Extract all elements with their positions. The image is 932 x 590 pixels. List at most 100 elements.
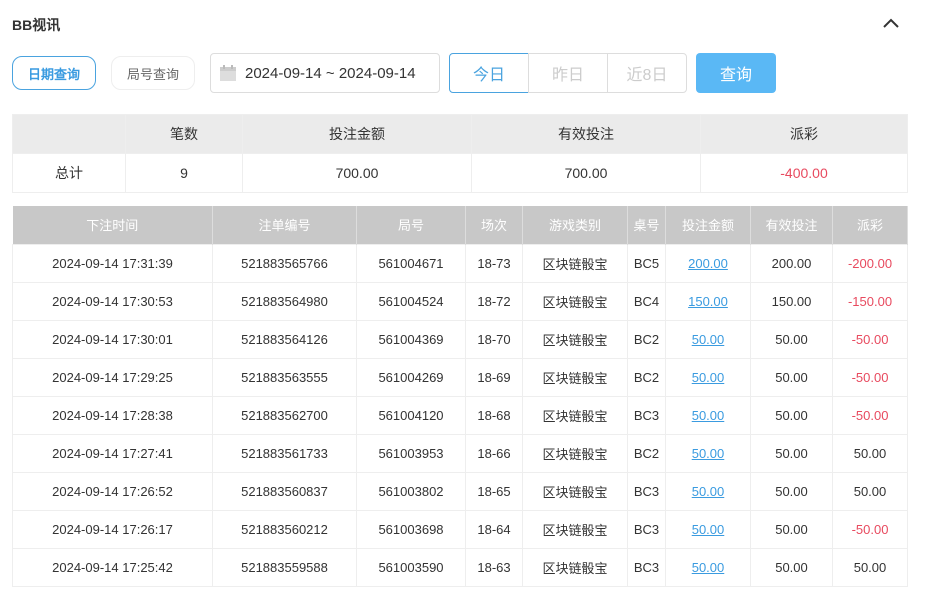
summary-cell: 700.00 (242, 153, 472, 193)
table-cell: 50.00 (832, 547, 908, 587)
table-cell: 521883564980 (212, 281, 357, 321)
table-cell: 2024-09-14 17:28:38 (12, 395, 213, 435)
table-cell: -200.00 (832, 243, 908, 283)
column-header: 派彩 (832, 206, 908, 244)
table-cell: -50.00 (832, 357, 908, 397)
calendar-icon (220, 65, 236, 81)
query-button[interactable]: 查询 (696, 53, 776, 93)
table-cell: 18-64 (465, 509, 523, 549)
table-cell: 50.00 (750, 509, 833, 549)
summary-table: 笔数 投注金额 有效投注 派彩 总计 9 700.00 700.00 -400.00 (12, 114, 908, 193)
column-header: 下注时间 (12, 206, 213, 244)
column-header: 场次 (465, 206, 523, 244)
table-cell: 18-65 (465, 471, 523, 511)
bet-amount-link[interactable]: 50.00 (665, 509, 751, 549)
bet-amount-link[interactable]: 50.00 (665, 319, 751, 359)
today-button[interactable]: 今日 (449, 53, 529, 93)
table-cell: 18-66 (465, 433, 523, 473)
table-row: 2024-09-14 17:25:42 521883559588 561003590… (12, 547, 908, 587)
bet-amount-link[interactable]: 50.00 (665, 357, 751, 397)
table-cell: BC3 (627, 509, 666, 549)
summary-header: 派彩 (700, 114, 908, 154)
table-cell: -50.00 (832, 509, 908, 549)
table-cell: BC2 (627, 357, 666, 397)
table-cell: 50.00 (832, 433, 908, 473)
last-8-days-button[interactable]: 近8日 (607, 53, 687, 93)
table-cell: 561004120 (356, 395, 466, 435)
table-cell: 区块链骰宝 (522, 357, 628, 397)
yesterday-button[interactable]: 昨日 (528, 53, 608, 93)
table-row: 2024-09-14 17:26:17 521883560212 561003698… (12, 509, 908, 549)
table-cell: 50.00 (832, 471, 908, 511)
table-cell: 50.00 (750, 357, 833, 397)
summary-cell: 总计 (12, 153, 126, 193)
chevron-up-icon[interactable] (880, 12, 902, 34)
summary-cell: -400.00 (700, 153, 908, 193)
table-cell: 2024-09-14 17:26:52 (12, 471, 213, 511)
table-cell: 区块链骰宝 (522, 547, 628, 587)
table-cell: 18-70 (465, 319, 523, 359)
table-cell: 521883559588 (212, 547, 357, 587)
table-cell: 521883561733 (212, 433, 357, 473)
table-cell: 18-69 (465, 357, 523, 397)
table-cell: 18-72 (465, 281, 523, 321)
column-header: 游戏类别 (522, 206, 628, 244)
table-cell: 561003590 (356, 547, 466, 587)
bet-amount-link[interactable]: 50.00 (665, 471, 751, 511)
table-cell: 区块链骰宝 (522, 243, 628, 283)
table-cell: 区块链骰宝 (522, 433, 628, 473)
column-header: 注单编号 (212, 206, 357, 244)
date-query-tab[interactable]: 日期查询 (12, 56, 96, 90)
table-cell: 521883564126 (212, 319, 357, 359)
table-cell: 50.00 (750, 319, 833, 359)
table-row: 2024-09-14 17:30:53 521883564980 561004524… (12, 281, 908, 321)
table-cell: 2024-09-14 17:31:39 (12, 243, 213, 283)
table-cell: 区块链骰宝 (522, 281, 628, 321)
bet-records-table: 下注时间 注单编号 局号 场次 游戏类别 桌号 投注金额 有效投注 派彩 2024-09-14 1… (12, 206, 908, 587)
table-cell: 150.00 (750, 281, 833, 321)
bet-amount-link[interactable]: 50.00 (665, 433, 751, 473)
table-cell: -150.00 (832, 281, 908, 321)
summary-cell: 700.00 (471, 153, 701, 193)
table-row: 2024-09-14 17:29:25 521883563555 561004269… (12, 357, 908, 397)
table-cell: BC3 (627, 547, 666, 587)
table-cell: 2024-09-14 17:26:17 (12, 509, 213, 549)
table-cell: 561003698 (356, 509, 466, 549)
table-cell: 521883560212 (212, 509, 357, 549)
date-range-value: 2024-09-14 ~ 2024-09-14 (245, 64, 416, 82)
bet-amount-link[interactable]: 50.00 (665, 395, 751, 435)
bet-amount-link[interactable]: 150.00 (665, 281, 751, 321)
table-cell: 50.00 (750, 547, 833, 587)
table-cell: 561004524 (356, 281, 466, 321)
column-header: 局号 (356, 206, 466, 244)
table-cell: 50.00 (750, 471, 833, 511)
section-title: BB视讯 (12, 17, 61, 33)
table-row: 2024-09-14 17:31:39 521883565766 561004671… (12, 243, 908, 283)
summary-header: 笔数 (125, 114, 243, 154)
table-cell: 561003802 (356, 471, 466, 511)
table-cell: 200.00 (750, 243, 833, 283)
table-cell: 区块链骰宝 (522, 471, 628, 511)
bet-amount-link[interactable]: 200.00 (665, 243, 751, 283)
column-header: 桌号 (627, 206, 666, 244)
bet-amount-link[interactable]: 50.00 (665, 547, 751, 587)
date-range-input[interactable]: 2024-09-14 ~ 2024-09-14 (210, 53, 440, 93)
table-cell: 521883565766 (212, 243, 357, 283)
table-row: 2024-09-14 17:28:38 521883562700 561004120… (12, 395, 908, 435)
table-cell: BC3 (627, 395, 666, 435)
table-cell: -50.00 (832, 395, 908, 435)
table-cell: -50.00 (832, 319, 908, 359)
summary-cell: 9 (125, 153, 243, 193)
table-cell: 521883563555 (212, 357, 357, 397)
round-query-tab[interactable]: 局号查询 (111, 56, 195, 90)
table-row: 2024-09-14 17:27:41 521883561733 561003953… (12, 433, 908, 473)
table-cell: 区块链骰宝 (522, 319, 628, 359)
table-cell: 50.00 (750, 433, 833, 473)
table-cell: 2024-09-14 17:27:41 (12, 433, 213, 473)
column-header: 有效投注 (750, 206, 833, 244)
table-cell: 2024-09-14 17:30:01 (12, 319, 213, 359)
column-header: 投注金额 (665, 206, 751, 244)
table-cell: BC4 (627, 281, 666, 321)
summary-header (12, 114, 126, 154)
table-cell: BC3 (627, 471, 666, 511)
